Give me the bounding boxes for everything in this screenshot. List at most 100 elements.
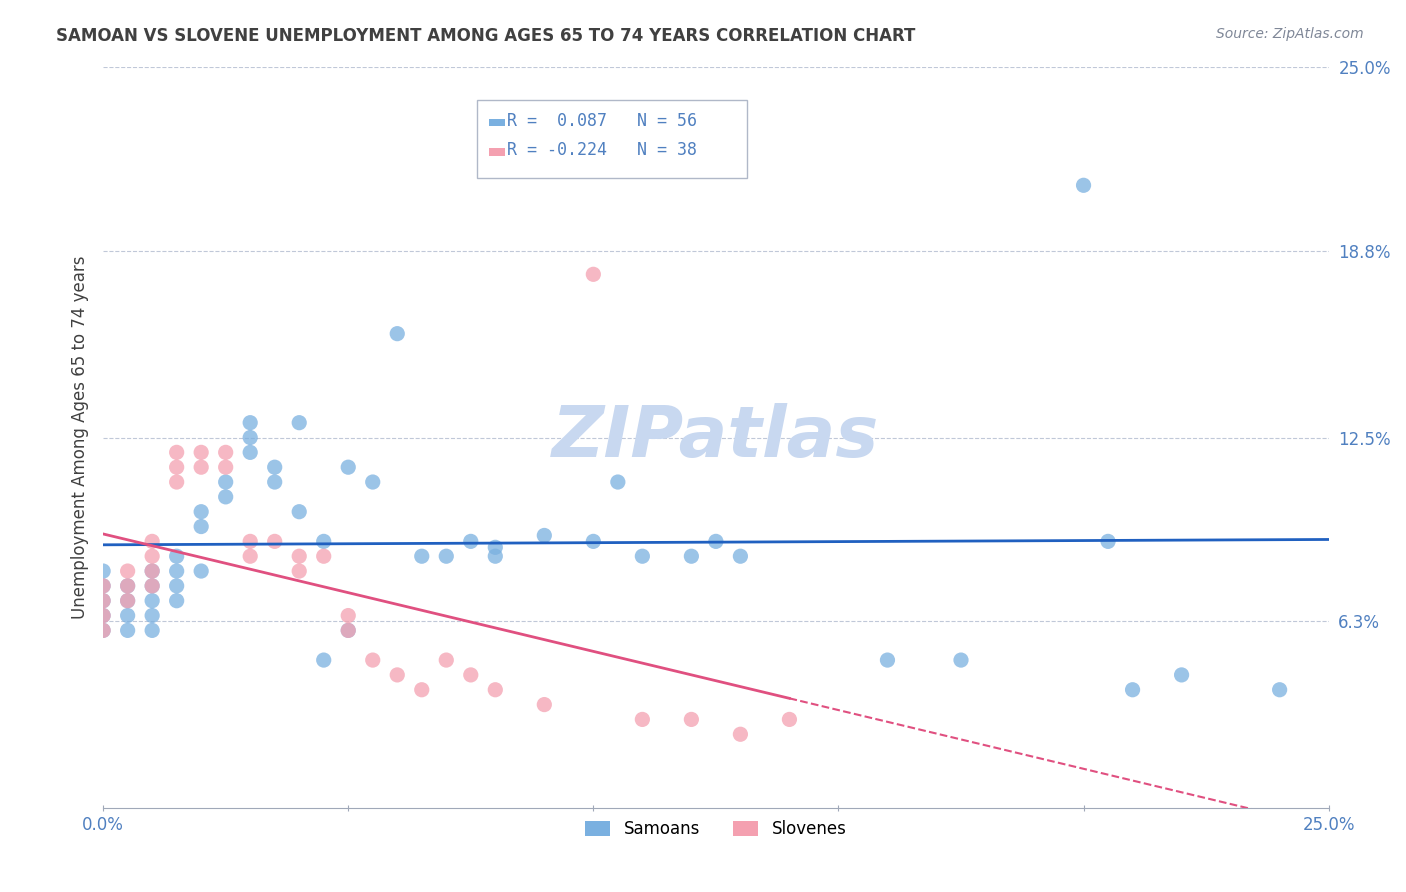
Y-axis label: Unemployment Among Ages 65 to 74 years: Unemployment Among Ages 65 to 74 years [72, 256, 89, 619]
Point [434, 653, 457, 667]
Point [190, 564, 212, 578]
Point [582, 148, 605, 162]
Point [166, 460, 188, 475]
Point [411, 682, 433, 697]
Point [117, 608, 139, 623]
Text: ZIPatlas: ZIPatlas [553, 403, 880, 472]
Point [582, 268, 605, 282]
Point [141, 593, 163, 607]
Point [190, 519, 212, 533]
Point [582, 534, 605, 549]
Point [141, 608, 163, 623]
Point [215, 490, 238, 504]
Text: SAMOAN VS SLOVENE UNEMPLOYMENT AMONG AGES 65 TO 74 YEARS CORRELATION CHART: SAMOAN VS SLOVENE UNEMPLOYMENT AMONG AGE… [56, 27, 915, 45]
FancyBboxPatch shape [489, 119, 505, 126]
Point [117, 593, 139, 607]
Point [91, 624, 114, 638]
Point [215, 445, 238, 459]
Point [1122, 682, 1144, 697]
Text: Source: ZipAtlas.com: Source: ZipAtlas.com [1216, 27, 1364, 41]
Legend: Samoans, Slovenes: Samoans, Slovenes [579, 814, 853, 845]
Point [533, 528, 555, 542]
Point [91, 608, 114, 623]
Point [778, 713, 800, 727]
Point [141, 579, 163, 593]
Point [361, 475, 384, 489]
Point [337, 624, 360, 638]
Text: R =  0.087   N = 56: R = 0.087 N = 56 [506, 112, 697, 129]
Point [312, 549, 335, 564]
Point [288, 549, 311, 564]
Point [631, 713, 654, 727]
FancyBboxPatch shape [477, 100, 747, 178]
Point [117, 564, 139, 578]
Point [239, 445, 262, 459]
Point [533, 698, 555, 712]
Point [141, 564, 163, 578]
Point [215, 460, 238, 475]
Point [215, 475, 238, 489]
Point [312, 534, 335, 549]
Point [1097, 534, 1119, 549]
Point [141, 564, 163, 578]
Point [681, 713, 703, 727]
Point [411, 549, 433, 564]
Point [1073, 178, 1095, 193]
Point [288, 564, 311, 578]
Point [288, 416, 311, 430]
Point [91, 579, 114, 593]
Point [460, 668, 482, 682]
Point [631, 549, 654, 564]
Point [166, 593, 188, 607]
Point [117, 593, 139, 607]
Point [1170, 668, 1192, 682]
Point [263, 475, 285, 489]
Point [239, 534, 262, 549]
Point [141, 579, 163, 593]
Point [166, 475, 188, 489]
Point [166, 564, 188, 578]
Point [263, 534, 285, 549]
Point [117, 624, 139, 638]
Point [484, 682, 506, 697]
Point [1268, 682, 1291, 697]
Point [117, 579, 139, 593]
Point [337, 460, 360, 475]
Point [606, 475, 628, 489]
Point [337, 624, 360, 638]
Point [166, 549, 188, 564]
Point [484, 541, 506, 555]
Point [239, 416, 262, 430]
Point [337, 608, 360, 623]
Point [117, 579, 139, 593]
Point [484, 549, 506, 564]
Point [91, 608, 114, 623]
Text: R = -0.224   N = 38: R = -0.224 N = 38 [506, 142, 697, 160]
Point [190, 505, 212, 519]
Point [166, 445, 188, 459]
Point [876, 653, 898, 667]
FancyBboxPatch shape [489, 148, 505, 155]
Point [239, 430, 262, 444]
Point [190, 445, 212, 459]
Point [460, 534, 482, 549]
Point [91, 579, 114, 593]
Point [387, 668, 409, 682]
Point [141, 624, 163, 638]
Point [288, 505, 311, 519]
Point [141, 534, 163, 549]
Point [681, 549, 703, 564]
Point [190, 460, 212, 475]
Point [166, 579, 188, 593]
Point [141, 549, 163, 564]
Point [730, 727, 752, 741]
Point [263, 460, 285, 475]
Point [91, 593, 114, 607]
Point [434, 549, 457, 564]
Point [91, 624, 114, 638]
Point [949, 653, 972, 667]
Point [704, 534, 727, 549]
Point [361, 653, 384, 667]
Point [91, 593, 114, 607]
Point [730, 549, 752, 564]
